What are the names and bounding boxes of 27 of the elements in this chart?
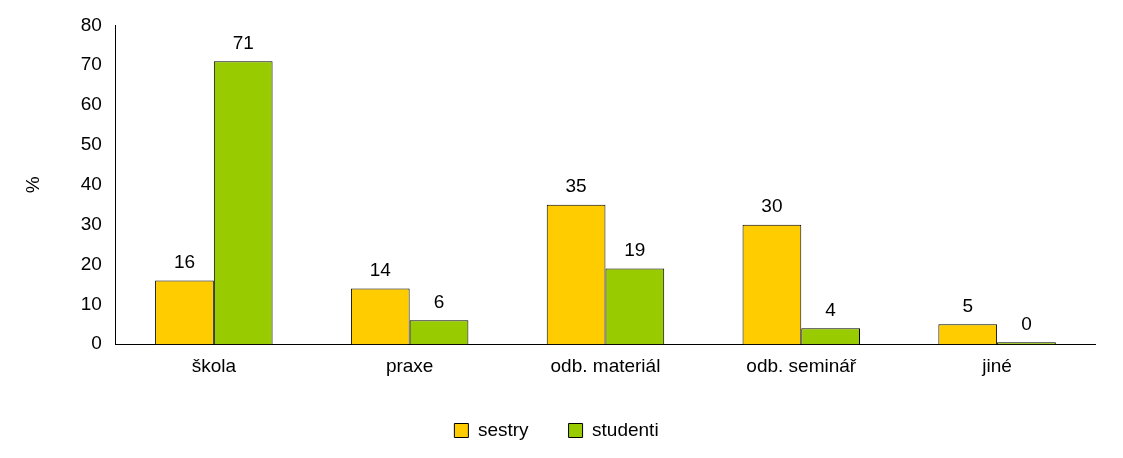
y-tick-label: 10	[80, 292, 102, 314]
y-tick-label: 0	[91, 332, 102, 354]
data-label: 14	[369, 259, 392, 281]
data-label: 30	[761, 195, 783, 217]
y-tick-label: 20	[80, 252, 102, 274]
data-label: 0	[1021, 312, 1032, 334]
data-label: 16	[173, 251, 196, 273]
y-tick-label: 30	[80, 212, 102, 234]
y-tick-label: 40	[80, 173, 102, 195]
legend-label: sestry	[477, 418, 530, 440]
y-tick-label: 70	[80, 53, 102, 75]
x-tick-label: praxe	[385, 354, 434, 376]
y-tick-label: 60	[80, 93, 102, 115]
data-label: 5	[962, 295, 974, 317]
data-label: 6	[433, 291, 445, 313]
data-label: 19	[624, 239, 646, 261]
data-label: 4	[825, 298, 837, 320]
x-tick-label: škola	[191, 354, 237, 376]
data-label: 71	[232, 32, 254, 53]
data-label: 35	[565, 175, 587, 197]
y-axis-title: %	[21, 176, 43, 194]
x-tick-label: jiné	[981, 354, 1012, 376]
y-tick-label: 80	[80, 13, 102, 35]
y-tick-label: 50	[80, 133, 102, 155]
legend-label: studenti	[592, 418, 659, 440]
x-tick-label: odb. seminář	[746, 354, 857, 376]
x-tick-label: odb. materiál	[550, 354, 661, 376]
